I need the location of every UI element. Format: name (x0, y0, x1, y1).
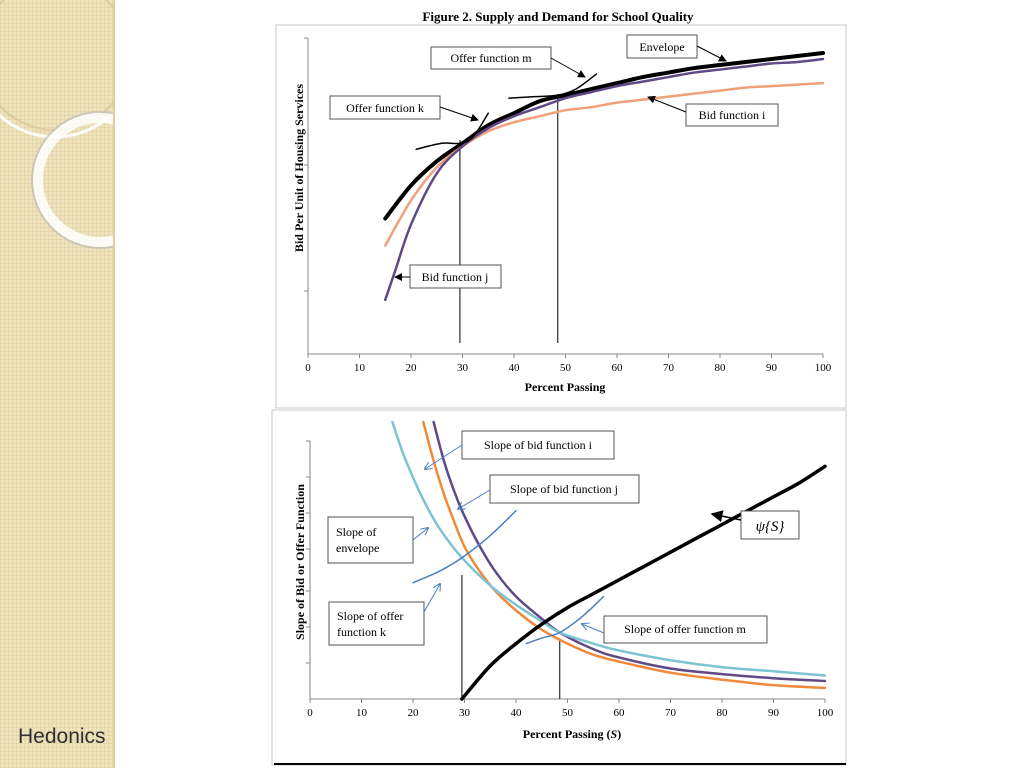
top-y-axis-label: Bid Per Unit of Housing Services (292, 84, 306, 252)
series-slope-of-envelope (391, 420, 827, 677)
x-tick-label: 0 (307, 707, 313, 719)
x-tick-label: 80 (717, 707, 729, 719)
x-tick-label: 30 (459, 707, 471, 719)
series-envelope (383, 51, 825, 221)
supply-demand-chart: 0 10 20 30 40 50 60 70 80 90 100 (304, 37, 832, 374)
svg-text:Slope of: Slope of (336, 525, 376, 539)
svg-text:Slope of bid function j: Slope of bid function j (510, 482, 618, 496)
x-tick-label: 40 (511, 707, 523, 719)
annotation-envelope: Envelope (626, 34, 727, 62)
svg-text:Slope of offer function m: Slope of offer function m (624, 622, 746, 636)
series-offer-function-m (508, 73, 598, 99)
series-slope-of-offer-function-k (412, 509, 517, 584)
x-tick-label: 0 (305, 362, 311, 374)
annotation-psi-s: ψ{S} (710, 510, 800, 540)
x-tick-label: 30 (457, 362, 469, 374)
x-tick-label: 90 (766, 362, 778, 374)
x-tick-label: 90 (768, 707, 780, 719)
x-tick-label: 50 (560, 362, 572, 374)
x-tick-label: 40 (509, 362, 521, 374)
series-slope-of-offer-function-m (525, 595, 605, 645)
top-x-axis-label: Percent Passing (525, 380, 606, 394)
annotation-bid-function-j: Bid function j (394, 264, 502, 289)
series-offer-function-k (415, 112, 489, 151)
svg-text:Bid function j: Bid function j (422, 270, 489, 284)
annotation-offer-function-m: Offer function m (430, 46, 586, 78)
x-tick-label: 60 (614, 707, 626, 719)
x-tick-label: 50 (562, 707, 574, 719)
svg-text:Slope of bid function i: Slope of bid function i (484, 438, 593, 452)
slope-chart: 0 10 20 30 40 50 60 70 80 90 100 (306, 420, 834, 719)
series-s (460, 464, 827, 701)
sidebar-title: Hedonics (18, 725, 106, 748)
x-tick-label: 20 (406, 362, 418, 374)
bottom-x-axis-label: Percent Passing (S) (523, 727, 621, 741)
svg-text:Offer function m: Offer function m (450, 51, 532, 65)
annotation-slope-envelope: Slope of envelope (327, 516, 428, 564)
annotation-slope-offer-m: Slope of offer function m (582, 615, 768, 644)
svg-text:ψ{S}: ψ{S} (756, 519, 785, 535)
figure-title: Figure 2. Supply and Demand for School Q… (422, 9, 694, 24)
x-tick-label: 100 (815, 362, 832, 374)
sidebar-decoration: Hedonics (0, 0, 115, 768)
series-slope-of-bid-function-i (422, 420, 827, 690)
series-bid-function-j (384, 57, 825, 302)
bottom-y-axis-label: Slope of Bid or Offer Function (293, 484, 307, 640)
x-tick-label: 70 (665, 707, 677, 719)
x-tick-label: 70 (663, 362, 675, 374)
svg-text:envelope: envelope (336, 541, 379, 555)
top-chart-frame (275, 24, 847, 409)
x-tick-label: 10 (354, 362, 366, 374)
svg-text:Bid function i: Bid function i (699, 108, 766, 122)
svg-text:function k: function k (337, 625, 386, 639)
annotation-slope-offer-k: Slope of offer function k (328, 584, 440, 646)
x-tick-label: 100 (817, 707, 834, 719)
x-tick-label: 80 (715, 362, 727, 374)
x-tick-label: 60 (612, 362, 624, 374)
svg-text:Offer function k: Offer function k (346, 101, 424, 115)
x-tick-label: 10 (356, 707, 368, 719)
annotation-slope-bid-j: Slope of bid function j (458, 474, 640, 509)
annotation-slope-bid-i: Slope of bid function i (425, 430, 615, 469)
series-slope-of-bid-function-j (432, 420, 827, 683)
x-tick-label: 20 (408, 707, 420, 719)
annotation-offer-function-k: Offer function k (329, 95, 479, 122)
svg-text:Envelope: Envelope (639, 40, 684, 54)
svg-text:Slope of offer: Slope of offer (337, 609, 403, 623)
annotation-bid-function-i: Bid function i (647, 95, 779, 127)
decorative-rings (0, 0, 113, 249)
